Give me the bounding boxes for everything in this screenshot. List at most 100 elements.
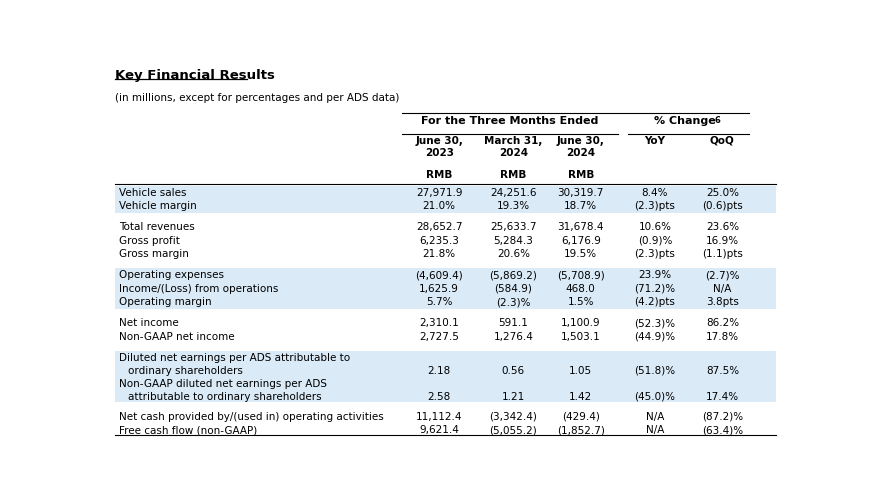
Text: Operating margin: Operating margin	[119, 297, 211, 308]
Text: (0.9)%: (0.9)%	[637, 236, 672, 246]
Text: RMB: RMB	[567, 170, 594, 180]
Text: 2,727.5: 2,727.5	[419, 332, 459, 342]
Text: 31,678.4: 31,678.4	[557, 222, 603, 232]
Text: Gross margin: Gross margin	[119, 249, 189, 259]
Text: 8.4%: 8.4%	[641, 188, 667, 198]
Text: (2.7)%: (2.7)%	[704, 271, 739, 280]
Text: (in millions, except for percentages and per ADS data): (in millions, except for percentages and…	[116, 93, 400, 103]
Text: (4.2)pts: (4.2)pts	[634, 297, 674, 308]
Text: March 31,
2024: March 31, 2024	[483, 136, 542, 157]
Text: 25.0%: 25.0%	[705, 188, 738, 198]
Text: Operating expenses: Operating expenses	[119, 271, 223, 280]
Text: 5,284.3: 5,284.3	[493, 236, 533, 246]
Text: Diluted net earnings per ADS attributable to: Diluted net earnings per ADS attributabl…	[119, 353, 349, 363]
Text: 11,112.4: 11,112.4	[415, 412, 461, 422]
Text: 27,971.9: 27,971.9	[415, 188, 461, 198]
Text: 1.21: 1.21	[501, 392, 524, 401]
Text: June 30,
2023: June 30, 2023	[415, 136, 462, 157]
Text: (429.4): (429.4)	[561, 412, 599, 422]
Text: 30,319.7: 30,319.7	[557, 188, 603, 198]
Text: (584.9): (584.9)	[494, 284, 532, 294]
Text: attributable to ordinary shareholders: attributable to ordinary shareholders	[128, 392, 321, 401]
Bar	[116, 295, 775, 308]
Bar	[116, 199, 775, 213]
Text: Income/(Loss) from operations: Income/(Loss) from operations	[119, 284, 278, 294]
Text: 23.9%: 23.9%	[638, 271, 671, 280]
Bar	[116, 186, 775, 199]
Text: RMB: RMB	[500, 170, 526, 180]
Text: (3,342.4): (3,342.4)	[488, 412, 537, 422]
Text: (1.1)pts: (1.1)pts	[701, 249, 742, 259]
Text: 3.8pts: 3.8pts	[705, 297, 738, 308]
Text: Key Financial Results: Key Financial Results	[116, 68, 275, 82]
Text: 24,251.6: 24,251.6	[489, 188, 536, 198]
Text: 1.05: 1.05	[568, 366, 592, 376]
Text: 468.0: 468.0	[565, 284, 595, 294]
Text: Gross profit: Gross profit	[119, 236, 180, 246]
Text: ordinary shareholders: ordinary shareholders	[128, 366, 242, 376]
Text: (2.3)pts: (2.3)pts	[634, 201, 674, 212]
Text: 591.1: 591.1	[498, 318, 527, 328]
Text: % Change: % Change	[653, 116, 715, 126]
Text: 19.3%: 19.3%	[496, 201, 529, 212]
Text: (51.8)%: (51.8)%	[634, 366, 674, 376]
Text: 28,652.7: 28,652.7	[415, 222, 461, 232]
Text: (63.4)%: (63.4)%	[701, 425, 742, 435]
Text: 1,625.9: 1,625.9	[419, 284, 459, 294]
Text: 21.0%: 21.0%	[422, 201, 455, 212]
Text: 2.58: 2.58	[427, 392, 450, 401]
Text: (44.9)%: (44.9)%	[634, 332, 674, 342]
Text: 6: 6	[713, 116, 720, 125]
Text: 1,503.1: 1,503.1	[561, 332, 600, 342]
Text: 1,100.9: 1,100.9	[561, 318, 600, 328]
Text: 2.18: 2.18	[427, 366, 450, 376]
Bar	[116, 282, 775, 295]
Text: 17.8%: 17.8%	[705, 332, 738, 342]
Text: (52.3)%: (52.3)%	[634, 318, 674, 328]
Text: (0.6)pts: (0.6)pts	[701, 201, 742, 212]
Text: N/A: N/A	[713, 284, 731, 294]
Text: 1.42: 1.42	[568, 392, 592, 401]
Text: 0.56: 0.56	[501, 366, 524, 376]
Text: 86.2%: 86.2%	[705, 318, 738, 328]
Text: (2.3)pts: (2.3)pts	[634, 249, 674, 259]
Text: (45.0)%: (45.0)%	[634, 392, 674, 401]
Text: (1,852.7): (1,852.7)	[556, 425, 604, 435]
Text: 25,633.7: 25,633.7	[489, 222, 536, 232]
Text: 17.4%: 17.4%	[705, 392, 738, 401]
Text: 6,235.3: 6,235.3	[419, 236, 459, 246]
Text: Net income: Net income	[119, 318, 178, 328]
Text: RMB: RMB	[426, 170, 452, 180]
Text: 87.5%: 87.5%	[705, 366, 738, 376]
Text: (4,609.4): (4,609.4)	[415, 271, 462, 280]
Text: YoY: YoY	[644, 136, 665, 146]
Text: (87.2)%: (87.2)%	[701, 412, 742, 422]
Text: Free cash flow (non-GAAP): Free cash flow (non-GAAP)	[119, 425, 257, 435]
Text: Non-GAAP diluted net earnings per ADS: Non-GAAP diluted net earnings per ADS	[119, 379, 327, 389]
Text: (5,869.2): (5,869.2)	[488, 271, 537, 280]
Text: (5,055.2): (5,055.2)	[489, 425, 536, 435]
Text: 20.6%: 20.6%	[496, 249, 529, 259]
Text: QoQ: QoQ	[709, 136, 733, 146]
Text: (5,708.9): (5,708.9)	[556, 271, 604, 280]
Text: 1,276.4: 1,276.4	[493, 332, 533, 342]
Text: 5.7%: 5.7%	[426, 297, 452, 308]
Text: (71.2)%: (71.2)%	[634, 284, 674, 294]
Text: 18.7%: 18.7%	[563, 201, 597, 212]
Text: 23.6%: 23.6%	[705, 222, 738, 232]
Text: Vehicle sales: Vehicle sales	[119, 188, 186, 198]
Text: For the Three Months Ended: For the Three Months Ended	[421, 116, 598, 126]
Text: 9,621.4: 9,621.4	[419, 425, 459, 435]
Text: 2,310.1: 2,310.1	[419, 318, 459, 328]
Text: 19.5%: 19.5%	[563, 249, 597, 259]
Text: N/A: N/A	[645, 425, 663, 435]
Text: 16.9%: 16.9%	[705, 236, 738, 246]
Text: Vehicle margin: Vehicle margin	[119, 201, 196, 212]
Text: N/A: N/A	[645, 412, 663, 422]
Bar	[116, 351, 775, 376]
Text: 1.5%: 1.5%	[567, 297, 594, 308]
Text: June 30,
2024: June 30, 2024	[556, 136, 604, 157]
Bar	[116, 376, 775, 402]
Text: Non-GAAP net income: Non-GAAP net income	[119, 332, 235, 342]
Text: 10.6%: 10.6%	[638, 222, 671, 232]
